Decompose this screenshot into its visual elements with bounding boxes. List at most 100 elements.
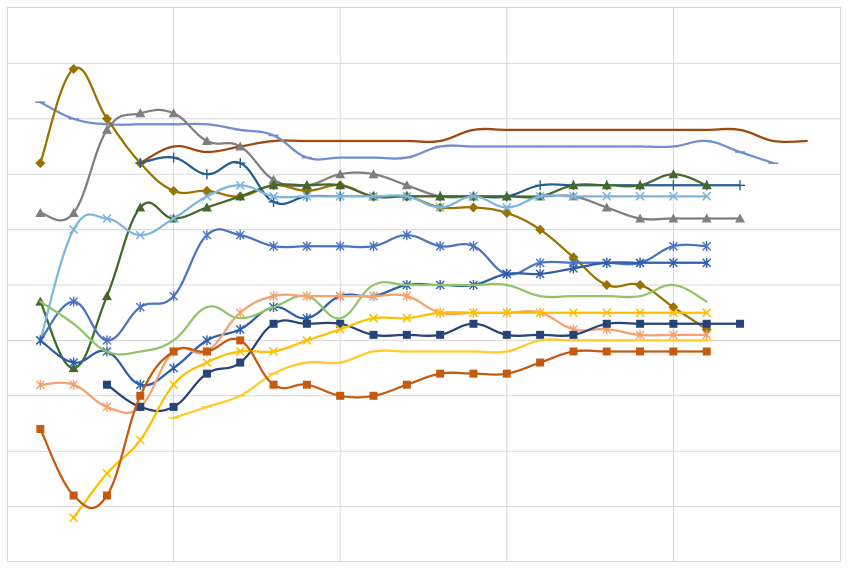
data-point (368, 313, 379, 323)
data-point (568, 191, 579, 201)
data-point (302, 241, 312, 252)
data-point (235, 346, 245, 357)
data-point (268, 346, 279, 357)
data-point (335, 241, 345, 252)
data-point (69, 379, 79, 390)
data-point (401, 180, 412, 190)
data-point (435, 241, 445, 252)
data-point (369, 391, 378, 400)
data-point (469, 369, 478, 378)
data-point (101, 113, 112, 124)
data-point (269, 319, 278, 328)
series-line (139, 127, 808, 165)
data-point (135, 230, 145, 240)
data-point (201, 169, 212, 180)
data-point (602, 319, 611, 328)
data-point (268, 180, 279, 190)
data-point (635, 180, 646, 190)
data-point (535, 180, 546, 191)
data-point (169, 213, 179, 224)
data-point (268, 174, 279, 184)
data-point (268, 196, 279, 207)
data-point (668, 180, 679, 191)
data-point (635, 329, 645, 340)
data-point (136, 391, 145, 400)
series-line (39, 108, 742, 222)
data-point (68, 63, 79, 74)
data-point (302, 291, 312, 302)
data-point (501, 191, 512, 201)
data-point (102, 380, 111, 389)
data-point (702, 191, 712, 201)
data-point (35, 207, 46, 217)
series-7 (35, 180, 712, 345)
data-point (468, 202, 479, 213)
data-point (735, 213, 746, 223)
data-point (302, 335, 312, 345)
data-point (68, 363, 79, 373)
series-14 (168, 338, 712, 420)
data-point (135, 302, 145, 313)
data-point (436, 369, 445, 378)
data-point (369, 330, 378, 339)
data-point (502, 202, 512, 213)
data-point (201, 135, 212, 145)
data-point (402, 191, 412, 201)
data-point (336, 391, 345, 400)
data-point (169, 363, 179, 374)
data-point (335, 291, 345, 302)
data-point (702, 319, 711, 328)
data-point (235, 158, 246, 169)
data-point (668, 257, 678, 268)
data-point (102, 468, 112, 478)
data-point (135, 202, 146, 212)
data-point (668, 169, 679, 179)
data-point (269, 380, 278, 389)
data-point (535, 308, 545, 318)
data-point (702, 257, 712, 268)
data-point (468, 241, 478, 252)
data-point (402, 291, 412, 302)
data-point (502, 268, 512, 279)
data-point (668, 241, 678, 252)
data-point (369, 291, 379, 302)
series-12 (102, 319, 745, 413)
data-point (568, 180, 579, 190)
data-point (335, 324, 345, 334)
data-point (69, 225, 79, 235)
data-point (636, 319, 645, 328)
data-point (668, 191, 678, 201)
data-point (535, 191, 545, 201)
data-point (669, 319, 678, 328)
data-point (502, 330, 511, 339)
data-point (36, 425, 45, 434)
data-point (468, 308, 479, 318)
data-point (169, 291, 179, 302)
data-point (235, 180, 245, 190)
data-point (136, 402, 145, 411)
data-point (568, 263, 578, 274)
data-point (235, 191, 246, 201)
data-point (202, 335, 212, 346)
data-point (68, 207, 79, 217)
data-point (335, 191, 345, 201)
data-point (668, 329, 678, 340)
data-point (468, 191, 479, 201)
data-point (135, 158, 146, 169)
data-point (435, 202, 445, 213)
data-point (702, 347, 711, 356)
data-point (169, 402, 178, 411)
data-point (736, 319, 745, 328)
data-point (269, 291, 279, 302)
data-point (202, 230, 212, 241)
data-point (569, 347, 578, 356)
data-point (601, 202, 612, 212)
data-point (69, 296, 79, 307)
data-point (335, 169, 346, 179)
data-point (568, 308, 579, 318)
data-point (202, 347, 211, 356)
data-point (701, 213, 712, 223)
data-point (502, 369, 511, 378)
data-point (602, 257, 612, 268)
